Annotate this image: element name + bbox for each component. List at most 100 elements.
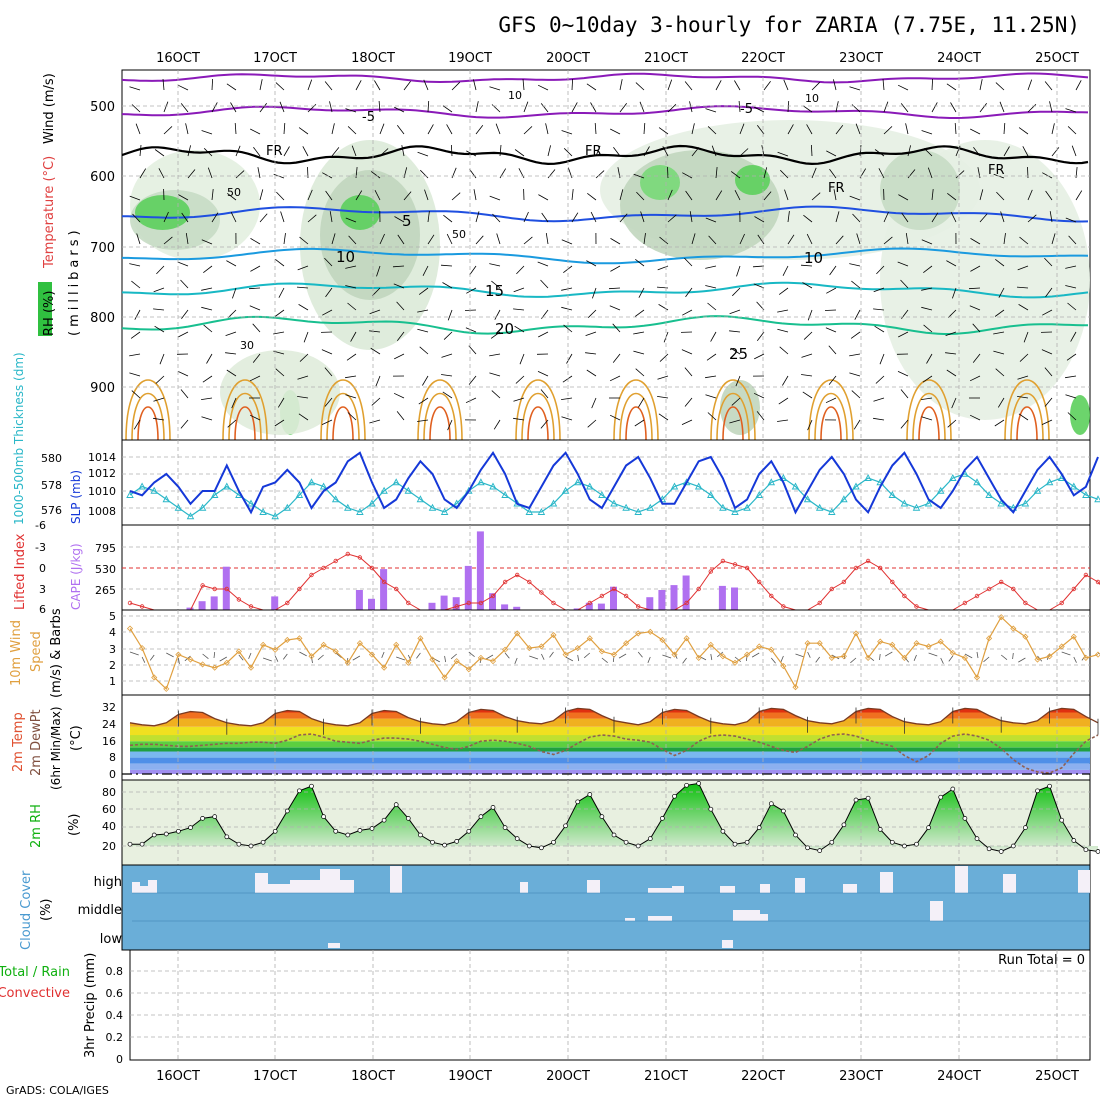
wind-barb [451, 81, 461, 91]
wind-barb [807, 651, 811, 658]
wind-barb [297, 265, 309, 271]
wind-barb [427, 234, 435, 245]
wind-barb [897, 261, 909, 267]
date-label-top: 16OCT [156, 51, 200, 66]
cloud-high-bar [795, 878, 805, 893]
wind-barb [166, 652, 174, 658]
wind-barb [514, 149, 525, 157]
wind-speed-point [780, 662, 787, 670]
thickness-point [174, 503, 183, 511]
p-tick: 600 [90, 170, 115, 185]
contour-25-loop [515, 379, 561, 441]
wind-barb [898, 194, 909, 201]
wind-barb [538, 331, 549, 338]
wind-barb [950, 211, 957, 223]
wind-barb [1067, 412, 1077, 421]
wind-speed-point [562, 651, 569, 658]
wind-barb [900, 103, 909, 113]
rh-point [381, 817, 387, 823]
wind-barb [473, 79, 477, 91]
wind-barb [153, 417, 165, 421]
rh-point [1083, 847, 1089, 853]
wind-barb [685, 287, 693, 298]
wind-barb [1073, 656, 1077, 663]
rh-point [478, 814, 484, 819]
thickness-point [573, 478, 582, 486]
thickness-point [126, 491, 134, 498]
wind-barb [369, 419, 381, 424]
wind-barb [540, 279, 549, 289]
rh-shading [130, 120, 1090, 435]
rh-point [188, 825, 193, 830]
wind-speed-point [925, 643, 932, 650]
freezing-label: FR [266, 144, 283, 159]
wind-barb [811, 192, 821, 201]
date-label-top: 25OCT [1035, 51, 1079, 66]
thickness-point [380, 486, 388, 494]
temp-ticks: 32 24 16 8 0 [102, 701, 116, 781]
freezing-label: FR [585, 144, 602, 159]
cape-bar [646, 597, 654, 610]
li-point [757, 579, 762, 585]
wind-speed-point [816, 640, 823, 647]
wind-barb [705, 265, 717, 269]
thickness-point [477, 478, 485, 486]
temp-axis-label-c: (6hr Min/Max) [49, 707, 63, 791]
wind-barb [571, 189, 574, 201]
wind-barb [1070, 331, 1077, 342]
rh-label: 50 [227, 186, 241, 199]
wind-barb [667, 189, 673, 201]
wind-barb [273, 331, 285, 335]
wind-barb [538, 194, 549, 201]
profile-contour-labels: -5 -5 FR FR FR FR 5 10 10 15 20 25 50 50… [227, 89, 1005, 363]
wind-barb [403, 191, 412, 201]
rh-point [647, 836, 653, 841]
thickness-point [852, 482, 860, 490]
wind-barb [1065, 285, 1077, 289]
wind-barb [1049, 101, 1053, 113]
contour-5 [121, 205, 1089, 223]
contour-10 [122, 247, 1089, 265]
thickness-point [900, 499, 909, 507]
wind-barb [561, 130, 573, 135]
wind-barb [782, 375, 789, 386]
rh-point [369, 826, 375, 831]
contour-25-loop [710, 379, 756, 441]
wind-speed-point [235, 648, 242, 655]
precip-axis-label: 3hr Precip (mm) [83, 953, 98, 1058]
thickness-point [259, 508, 267, 515]
wind-barb [178, 657, 180, 665]
wind-speed-point [877, 638, 884, 645]
wind-speed-point [223, 659, 230, 666]
thickness-point [307, 478, 316, 486]
wind-barb [491, 280, 501, 289]
rh-point [176, 828, 181, 834]
wind-barb [1044, 257, 1053, 267]
cloud-high-bar [587, 880, 600, 893]
cape-axis-label: CAPE (J/kg) [69, 543, 83, 610]
rh-shade [880, 150, 960, 230]
wind-barb [394, 216, 405, 223]
wind-barb [681, 419, 693, 425]
wind-barb [201, 416, 213, 421]
cloud-level-label: high [94, 875, 122, 890]
li-line [129, 553, 1100, 611]
wind-barb [417, 328, 429, 333]
wind-barb [178, 331, 189, 338]
wind-barb [441, 374, 453, 377]
rh-point [623, 839, 629, 845]
wind-barb [473, 189, 477, 201]
wind-barb [921, 239, 933, 245]
wind-barb [633, 173, 645, 179]
p-tick: 900 [90, 381, 115, 396]
contour-25-loop [137, 406, 159, 441]
wind-speed-point [344, 659, 351, 666]
wind-barb [499, 168, 507, 179]
wind-barb [947, 309, 957, 318]
wind-barb [181, 212, 189, 223]
wind-barb [158, 168, 165, 179]
wind-speed-point [356, 640, 363, 647]
wind-barb [493, 419, 501, 430]
wind-barb [595, 170, 605, 179]
wind-barb [296, 286, 309, 289]
